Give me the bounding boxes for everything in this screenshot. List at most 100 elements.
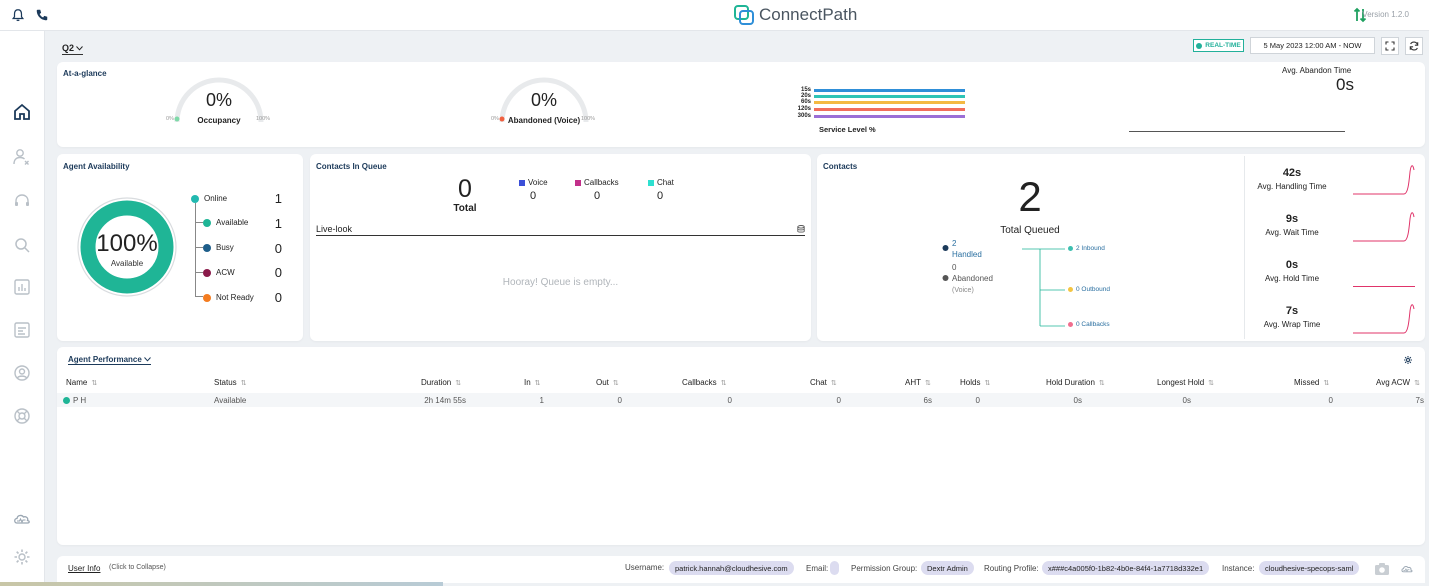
column-header-duration[interactable]: Duration ⇅ [421, 378, 461, 387]
callbacks-node: 0 Callbacks [1068, 321, 1110, 328]
availability-state-label: Available [216, 218, 249, 227]
abandoned-gauge: 0% Abandoned (Voice) 0% 100% [491, 72, 597, 132]
realtime-dot [1196, 42, 1203, 49]
column-header-hold-duration[interactable]: Hold Duration ⇅ [1046, 378, 1105, 387]
column-header-out[interactable]: Out ⇅ [596, 378, 619, 387]
column-header-label: Duration [421, 378, 452, 387]
cloud-pulse-icon[interactable] [1399, 562, 1415, 576]
avg-hold-sparkline [1353, 286, 1415, 287]
contact-log-icon[interactable] [12, 320, 32, 340]
availability-tree-line [195, 203, 196, 297]
service-level-bar [814, 88, 965, 92]
collapse-hint[interactable]: (Click to Collapse) [109, 564, 166, 571]
avg-handling-label: Avg. Handling Time [1257, 182, 1327, 191]
avg-wrap-label: Avg. Wrap Time [1263, 320, 1321, 329]
column-header-label: AHT [905, 378, 921, 387]
service-level-label: 120s [797, 106, 811, 112]
avg-wait-value: 9s [1285, 213, 1299, 225]
agent-performance-card [57, 347, 1425, 545]
database-icon[interactable] [797, 225, 805, 233]
sort-icon: ⇅ [830, 379, 837, 387]
support-lifebuoy-icon[interactable] [12, 406, 32, 426]
column-header-longest-hold[interactable]: Longest Hold ⇅ [1157, 378, 1214, 387]
refresh-button[interactable] [1405, 37, 1423, 55]
user-profile-icon[interactable] [12, 363, 32, 383]
cloud-pulse-icon[interactable] [12, 509, 32, 529]
live-look-divider [316, 235, 805, 236]
search-icon[interactable] [12, 235, 32, 255]
occupancy-gauge-arc [174, 77, 264, 123]
sort-icon: ⇅ [240, 379, 247, 387]
table-row[interactable] [57, 393, 1425, 407]
cell-avg-acw: 7s [1415, 396, 1424, 405]
realtime-badge[interactable]: REAL-TIME [1193, 39, 1244, 52]
settings-gear-icon[interactable] [12, 547, 32, 567]
sort-icon: ⇅ [91, 379, 98, 387]
callbacks-label: 0 Callbacks [1076, 321, 1110, 328]
home-icon[interactable] [12, 102, 32, 122]
agent-performance-title[interactable]: Agent Performance [68, 355, 151, 365]
service-level-label: 300s [797, 113, 811, 119]
availability-acw: ACW [203, 268, 235, 277]
avg-handling-value: 42s [1282, 167, 1302, 179]
handled-label: Handled [952, 250, 982, 259]
queue-total-value: 0 [458, 175, 472, 203]
column-header-aht[interactable]: AHT ⇅ [905, 378, 931, 387]
column-header-in[interactable]: In ⇅ [524, 378, 541, 387]
queue-total-label: Total [453, 203, 477, 214]
availability-state-label: Busy [216, 243, 234, 252]
queue-legend-callbacks: Callbacks [575, 178, 619, 187]
queue-select[interactable]: Q2 [62, 43, 84, 55]
occupancy-min: 0% [166, 116, 174, 122]
reports-chart-icon[interactable] [12, 277, 32, 297]
column-header-avg-acw[interactable]: Avg ACW ⇅ [1376, 378, 1420, 387]
sort-icon: ⇅ [612, 379, 619, 387]
date-range-picker[interactable]: 5 May 2023 12:00 AM - NOW [1250, 37, 1375, 54]
occupancy-label: Occupancy [197, 116, 241, 125]
column-header-name[interactable]: Name ⇅ [66, 378, 97, 387]
availability-donut [77, 197, 177, 297]
agents-icon[interactable] [12, 147, 32, 167]
sort-icon: ⇅ [1414, 379, 1420, 387]
inbound-label: 2 Inbound [1076, 245, 1105, 252]
phone-icon[interactable] [35, 8, 49, 22]
headset-icon[interactable] [12, 191, 32, 211]
cell-out: 0 [617, 396, 622, 405]
cell-aht: 6s [923, 396, 932, 405]
queue-select-value: Q2 [62, 43, 75, 53]
cell-chat: 0 [836, 396, 841, 405]
column-header-holds[interactable]: Holds ⇅ [960, 378, 990, 387]
table-settings-gear-icon[interactable] [1403, 355, 1413, 365]
avg-wait-sparkline [1353, 212, 1415, 242]
bell-icon[interactable] [11, 8, 25, 22]
column-header-status[interactable]: Status ⇅ [214, 378, 247, 387]
contacts-divider [1244, 156, 1245, 339]
contacts-in-queue-title: Contacts In Queue [316, 162, 387, 171]
sort-icon: ⇅ [534, 379, 541, 387]
sort-icon: ⇅ [984, 379, 991, 387]
chevron-down-icon [76, 45, 83, 51]
service-level-row-20s: 20s [789, 93, 965, 99]
cell-holds: 0 [975, 396, 980, 405]
contacts-title: Contacts [823, 162, 858, 171]
availability-state-count: 0 [274, 265, 282, 280]
column-header-missed[interactable]: Missed ⇅ [1294, 378, 1329, 387]
sort-icon: ⇅ [720, 379, 727, 387]
service-level-label: 60s [800, 99, 811, 105]
column-header-callbacks[interactable]: Callbacks ⇅ [682, 378, 727, 387]
sort-arrows-icon[interactable] [1353, 7, 1367, 23]
column-header-label: Status [214, 378, 237, 387]
occupancy-gauge: 0% Occupancy 0% 100% [166, 72, 272, 132]
camera-icon[interactable] [1374, 562, 1390, 576]
sort-icon: ⇅ [1098, 379, 1105, 387]
user-info-toggle[interactable]: User Info [68, 564, 101, 573]
availability-online-label: Online [204, 194, 228, 203]
fullscreen-button[interactable] [1381, 37, 1399, 55]
status-dot [191, 194, 199, 203]
queue-legend-chat: Chat [648, 178, 674, 187]
column-header-chat[interactable]: Chat ⇅ [810, 378, 837, 387]
availability-tree-branch [195, 247, 203, 248]
outbound-label: 0 Outbound [1076, 286, 1110, 293]
username-label: Username: [625, 563, 665, 572]
column-header-label: Out [596, 378, 609, 387]
